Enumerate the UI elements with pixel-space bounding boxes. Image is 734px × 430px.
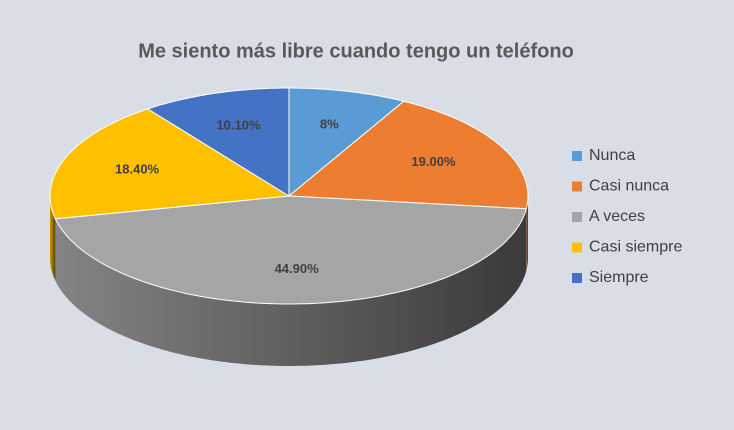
slice [287, 100, 529, 210]
legend-label: Siempre [589, 269, 649, 286]
slice [146, 87, 290, 197]
slice [49, 108, 291, 220]
slice [288, 87, 405, 198]
data-label: 8% [320, 116, 339, 131]
data-label: 19.00% [411, 154, 456, 169]
legend-label: Nunca [589, 147, 635, 164]
legend-label: Casi siempre [589, 239, 682, 256]
legend-label: A veces [589, 208, 645, 225]
legend-swatch [572, 181, 582, 192]
data-label: 18.40% [115, 161, 160, 176]
slice-side [55, 208, 527, 366]
legend-swatch [572, 242, 582, 253]
chart-title: Me siento más libre cuando tengo un telé… [138, 40, 574, 62]
legend-swatch [572, 151, 582, 161]
legend-swatch [572, 273, 582, 283]
legend-swatch [572, 212, 582, 222]
data-label: 44.90% [275, 261, 320, 276]
data-label: 10.10% [216, 118, 261, 133]
slice [54, 195, 527, 305]
slice-side [526, 196, 528, 271]
slice-side [50, 196, 56, 281]
legend-label: Casi nunca [589, 178, 669, 195]
